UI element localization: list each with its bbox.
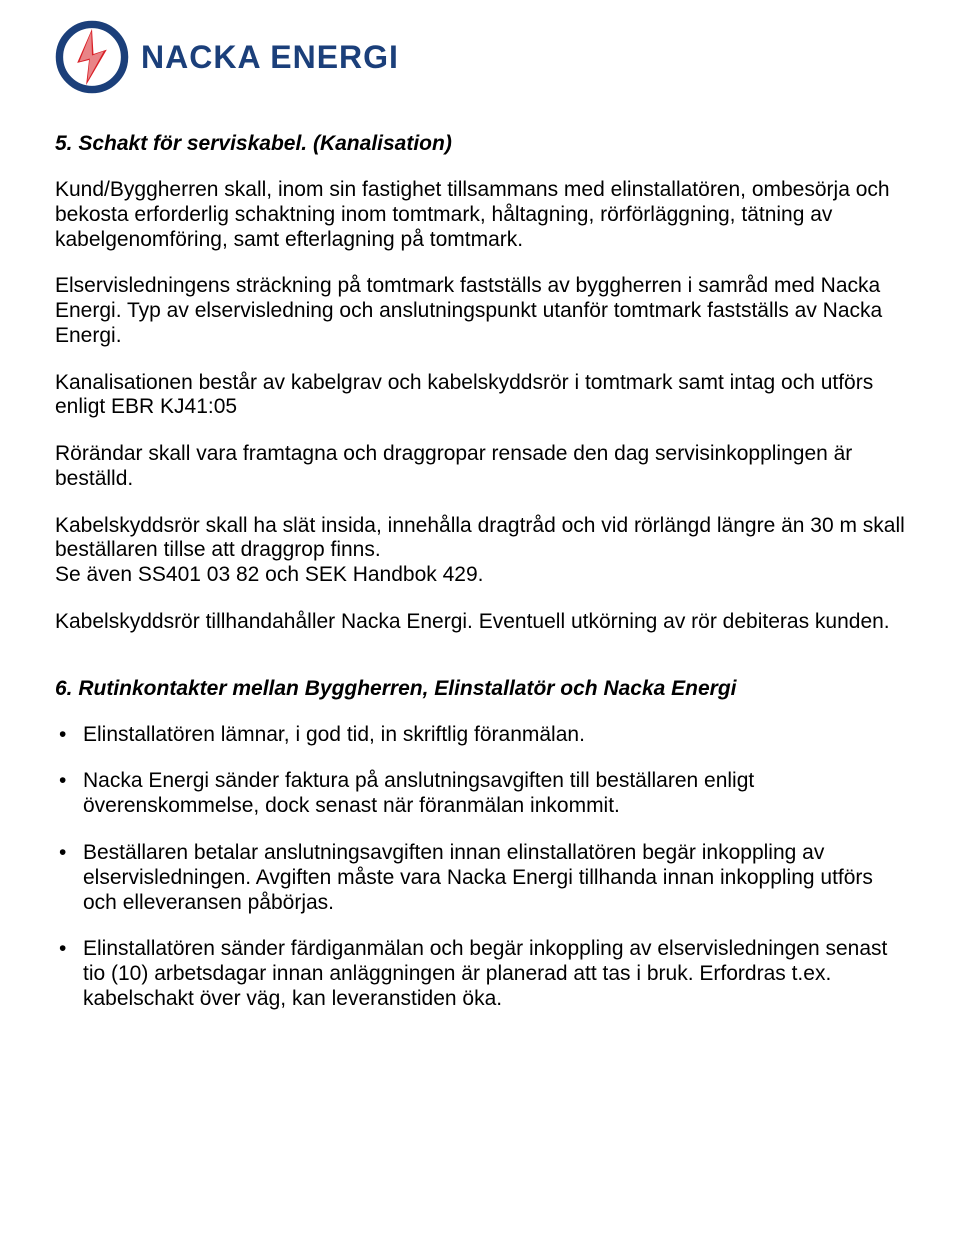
section-5-para-3: Kanalisationen består av kabelgrav och k… bbox=[55, 371, 905, 421]
section-5-para-5b: Se även SS401 03 82 och SEK Handbok 429. bbox=[55, 563, 905, 588]
list-item: Elinstallatören lämnar, i god tid, in sk… bbox=[55, 723, 905, 748]
section-5-heading: 5. Schakt för serviskabel. (Kanalisation… bbox=[55, 132, 905, 156]
section-5-para-4: Rörändar skall vara framtagna och draggr… bbox=[55, 442, 905, 492]
list-item: Beställaren betalar anslutningsavgiften … bbox=[55, 841, 905, 915]
section-5-para-1: Kund/Byggherren skall, inom sin fastighe… bbox=[55, 178, 905, 252]
section-5-para-2: Elservisledningens sträckning på tomtmar… bbox=[55, 274, 905, 348]
list-item: Nacka Energi sänder faktura på anslutnin… bbox=[55, 769, 905, 819]
list-item: Elinstallatören sänder färdiganmälan och… bbox=[55, 937, 905, 1011]
section-6-bullet-list: Elinstallatören lämnar, i god tid, in sk… bbox=[55, 723, 905, 1012]
section-5-para-5a: Kabelskyddsrör skall ha slät insida, inn… bbox=[55, 514, 905, 564]
section-5-para-6: Kabelskyddsrör tillhandahåller Nacka Ene… bbox=[55, 610, 905, 635]
logo-icon bbox=[55, 20, 129, 94]
brand-header: NACKA ENERGI bbox=[55, 20, 905, 94]
section-6-heading: 6. Rutinkontakter mellan Byggherren, Eli… bbox=[55, 677, 905, 701]
brand-name: NACKA ENERGI bbox=[141, 39, 399, 76]
